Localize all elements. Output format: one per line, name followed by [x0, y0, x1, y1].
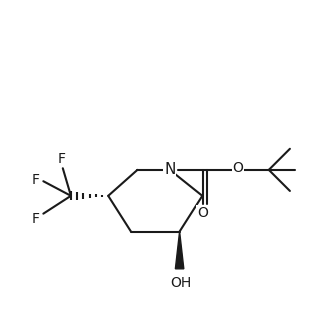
Text: O: O	[197, 206, 208, 220]
Text: N: N	[164, 162, 176, 177]
Text: O: O	[233, 161, 244, 175]
Text: F: F	[31, 212, 39, 225]
Text: F: F	[57, 152, 65, 166]
Polygon shape	[175, 232, 184, 269]
Text: F: F	[31, 173, 39, 186]
Text: OH: OH	[171, 277, 192, 290]
